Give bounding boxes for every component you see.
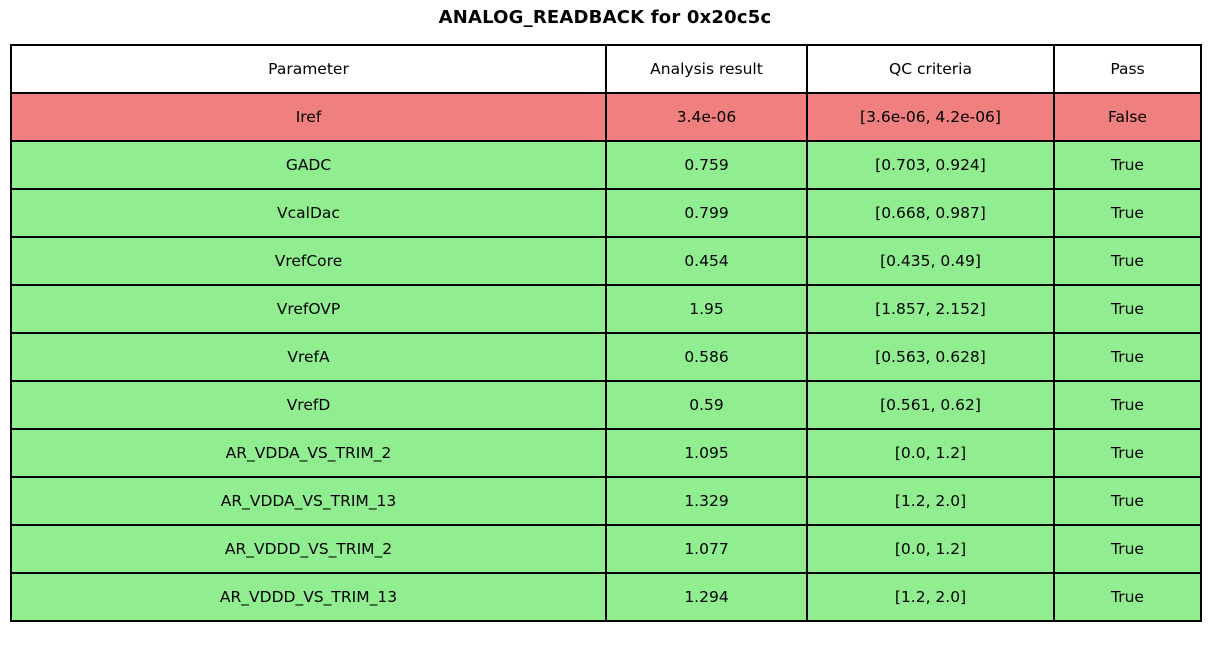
col-header-qc-criteria: QC criteria xyxy=(806,44,1055,94)
cell-parameter: VrefCore xyxy=(10,236,607,286)
table-row: VrefCore 0.454 [0.435, 0.49] True xyxy=(10,236,1202,286)
table-row: AR_VDDA_VS_TRIM_2 1.095 [0.0, 1.2] True xyxy=(10,428,1202,478)
cell-pass: True xyxy=(1053,572,1202,622)
table-row: VrefOVP 1.95 [1.857, 2.152] True xyxy=(10,284,1202,334)
cell-result: 0.59 xyxy=(605,380,808,430)
cell-parameter: VrefOVP xyxy=(10,284,607,334)
table-row: VrefA 0.586 [0.563, 0.628] True xyxy=(10,332,1202,382)
cell-criteria: [0.563, 0.628] xyxy=(806,332,1055,382)
cell-result: 0.799 xyxy=(605,188,808,238)
cell-result: 0.586 xyxy=(605,332,808,382)
cell-pass: True xyxy=(1053,332,1202,382)
cell-parameter: VrefD xyxy=(10,380,607,430)
cell-criteria: [0.0, 1.2] xyxy=(806,428,1055,478)
cell-criteria: [0.703, 0.924] xyxy=(806,140,1055,190)
cell-pass: True xyxy=(1053,284,1202,334)
cell-result: 1.095 xyxy=(605,428,808,478)
col-header-pass: Pass xyxy=(1053,44,1202,94)
cell-parameter: GADC xyxy=(10,140,607,190)
cell-criteria: [0.435, 0.49] xyxy=(806,236,1055,286)
cell-result: 1.329 xyxy=(605,476,808,526)
cell-pass: True xyxy=(1053,476,1202,526)
cell-criteria: [0.668, 0.987] xyxy=(806,188,1055,238)
cell-pass: False xyxy=(1053,92,1202,142)
cell-result: 0.454 xyxy=(605,236,808,286)
cell-pass: True xyxy=(1053,380,1202,430)
cell-parameter: AR_VDDD_VS_TRIM_13 xyxy=(10,572,607,622)
table-row: AR_VDDD_VS_TRIM_2 1.077 [0.0, 1.2] True xyxy=(10,524,1202,574)
page-title: ANALOG_READBACK for 0x20c5c xyxy=(438,7,772,28)
cell-parameter: AR_VDDA_VS_TRIM_2 xyxy=(10,428,607,478)
cell-criteria: [1.2, 2.0] xyxy=(806,572,1055,622)
cell-result: 1.95 xyxy=(605,284,808,334)
col-header-parameter: Parameter xyxy=(10,44,607,94)
cell-criteria: [0.561, 0.62] xyxy=(806,380,1055,430)
cell-parameter: VcalDac xyxy=(10,188,607,238)
table-header-row: Parameter Analysis result QC criteria Pa… xyxy=(10,44,1202,94)
cell-pass: True xyxy=(1053,428,1202,478)
cell-criteria: [1.2, 2.0] xyxy=(806,476,1055,526)
table-row: AR_VDDA_VS_TRIM_13 1.329 [1.2, 2.0] True xyxy=(10,476,1202,526)
cell-criteria: [3.6e-06, 4.2e-06] xyxy=(806,92,1055,142)
cell-parameter: AR_VDDD_VS_TRIM_2 xyxy=(10,524,607,574)
table-row: VcalDac 0.799 [0.668, 0.987] True xyxy=(10,188,1202,238)
table-row: Iref 3.4e-06 [3.6e-06, 4.2e-06] False xyxy=(10,92,1202,142)
cell-parameter: Iref xyxy=(10,92,607,142)
table-row: GADC 0.759 [0.703, 0.924] True xyxy=(10,140,1202,190)
cell-result: 0.759 xyxy=(605,140,808,190)
cell-pass: True xyxy=(1053,188,1202,238)
table-row: VrefD 0.59 [0.561, 0.62] True xyxy=(10,380,1202,430)
table-body: Iref 3.4e-06 [3.6e-06, 4.2e-06] False GADC 0.… xyxy=(10,92,1202,622)
cell-parameter: VrefA xyxy=(10,332,607,382)
cell-result: 3.4e-06 xyxy=(605,92,808,142)
cell-pass: True xyxy=(1053,524,1202,574)
cell-result: 1.077 xyxy=(605,524,808,574)
table-row: AR_VDDD_VS_TRIM_13 1.294 [1.2, 2.0] True xyxy=(10,572,1202,622)
cell-result: 1.294 xyxy=(605,572,808,622)
cell-pass: True xyxy=(1053,140,1202,190)
cell-parameter: AR_VDDA_VS_TRIM_13 xyxy=(10,476,607,526)
col-header-analysis-result: Analysis result xyxy=(605,44,808,94)
table-header: Parameter Analysis result QC criteria Pa… xyxy=(10,44,1202,94)
cell-criteria: [0.0, 1.2] xyxy=(806,524,1055,574)
cell-criteria: [1.857, 2.152] xyxy=(806,284,1055,334)
cell-pass: True xyxy=(1053,236,1202,286)
qc-results-table: Parameter Analysis result QC criteria Pa… xyxy=(10,44,1202,622)
